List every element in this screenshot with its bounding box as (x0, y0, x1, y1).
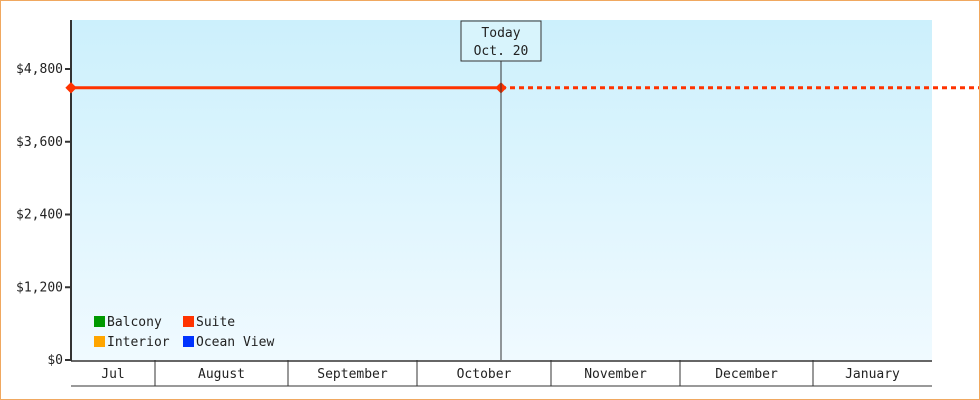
y-tick-label: $0 (47, 353, 63, 368)
x-tick-label: December (715, 367, 778, 382)
x-tick-label: Jul (101, 367, 124, 382)
legend-swatch-balcony (94, 316, 105, 327)
y-tick-label: $3,600 (16, 135, 63, 150)
x-tick-label: November (584, 367, 647, 382)
y-tick-label: $1,200 (16, 280, 63, 295)
today-label-box (460, 20, 542, 62)
legend-swatch-suite (183, 316, 194, 327)
x-tick-label: January (845, 367, 900, 382)
x-tick-label: September (317, 367, 388, 382)
legend-label: Suite (196, 315, 235, 330)
legend-label: Interior (107, 335, 170, 350)
legend-swatch-interior (94, 336, 105, 347)
today-date: Oct. 20 (474, 44, 529, 59)
y-tick-label: $2,400 (16, 208, 63, 223)
legend-swatch-ocean-view (183, 336, 194, 347)
y-tick-label: $4,800 (16, 62, 63, 77)
legend-label: Balcony (107, 315, 162, 330)
x-tick-label: August (198, 367, 245, 382)
legend-label: Ocean View (196, 335, 274, 350)
today-label: Today (481, 26, 520, 41)
x-tick-label: October (457, 367, 512, 382)
